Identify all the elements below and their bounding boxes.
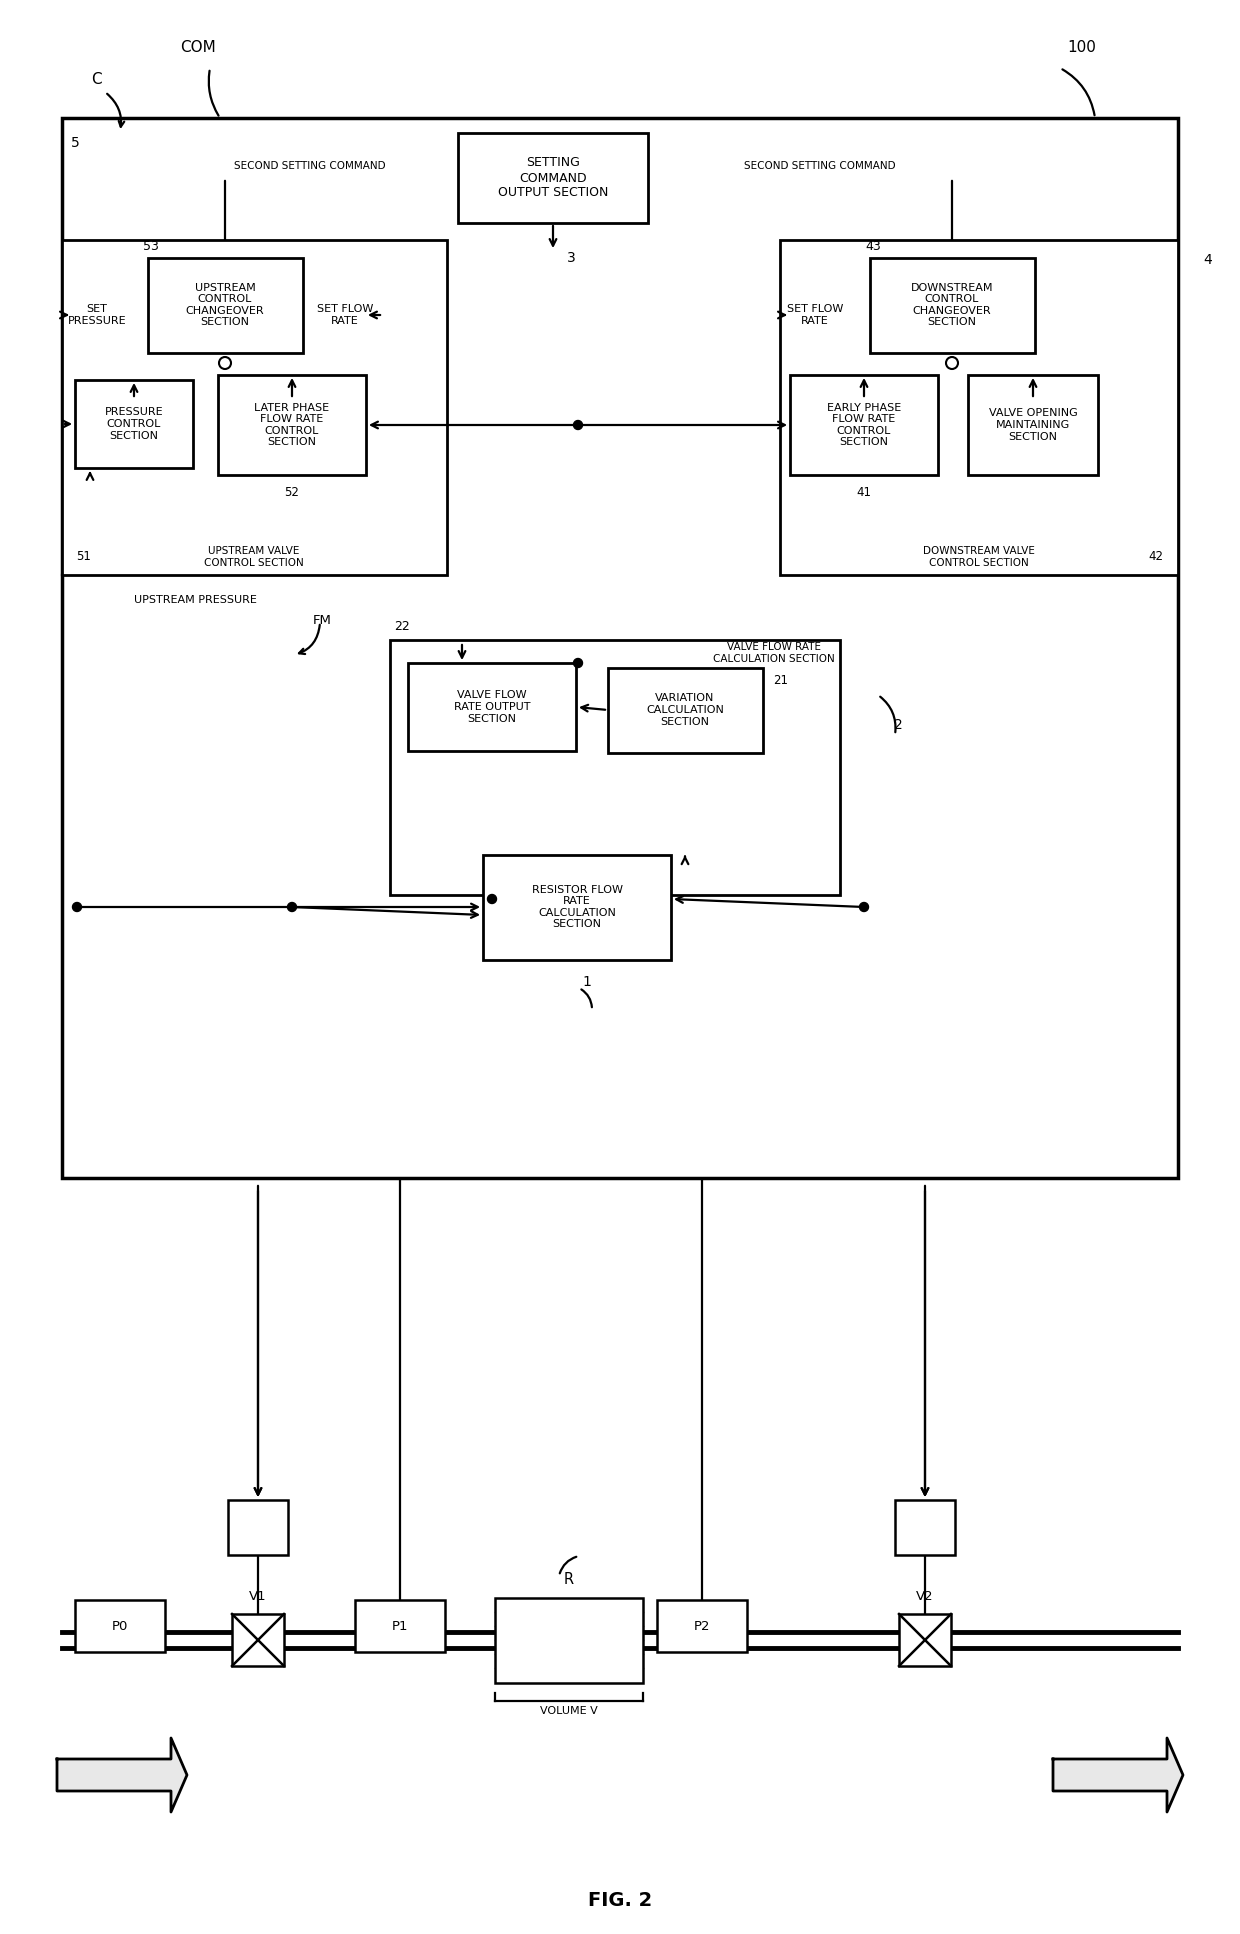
Text: 53: 53 — [143, 240, 159, 253]
Bar — [899, 1615, 951, 1665]
Text: 5: 5 — [71, 135, 79, 151]
Bar — [790, 375, 937, 476]
Bar — [968, 375, 1097, 476]
Bar — [870, 257, 1035, 354]
Text: FIG. 2: FIG. 2 — [588, 1891, 652, 1909]
Bar — [484, 855, 671, 959]
Bar — [148, 257, 303, 354]
Text: SET
PRESSURE: SET PRESSURE — [68, 304, 126, 325]
Text: 3: 3 — [567, 251, 575, 265]
Text: UPSTREAM
CONTROL
CHANGEOVER
SECTION: UPSTREAM CONTROL CHANGEOVER SECTION — [186, 282, 264, 327]
Text: 1: 1 — [583, 975, 591, 988]
Bar — [458, 133, 649, 222]
Bar — [74, 1599, 165, 1652]
Circle shape — [72, 903, 82, 911]
Text: VALVE FLOW RATE
CALCULATION SECTION: VALVE FLOW RATE CALCULATION SECTION — [713, 642, 835, 663]
Bar — [74, 379, 193, 468]
Bar — [391, 640, 839, 895]
Text: 2: 2 — [894, 718, 903, 731]
Circle shape — [573, 658, 583, 667]
Bar — [62, 118, 1178, 1178]
Circle shape — [288, 903, 296, 911]
Text: VARIATION
CALCULATION
SECTION: VARIATION CALCULATION SECTION — [646, 694, 724, 727]
Text: 21: 21 — [774, 673, 789, 687]
Text: C: C — [91, 72, 102, 87]
Text: 100: 100 — [1068, 41, 1096, 56]
Text: 43: 43 — [866, 240, 880, 253]
Text: 51: 51 — [77, 551, 92, 563]
Bar — [232, 1615, 284, 1665]
Text: SET FLOW
RATE: SET FLOW RATE — [787, 304, 843, 325]
Text: P2: P2 — [693, 1619, 711, 1632]
Text: SECOND SETTING COMMAND: SECOND SETTING COMMAND — [234, 161, 386, 170]
Polygon shape — [1053, 1739, 1183, 1812]
Text: VOLUME V: VOLUME V — [541, 1706, 598, 1715]
Bar — [355, 1599, 445, 1652]
Circle shape — [487, 895, 496, 903]
Text: V1: V1 — [249, 1590, 267, 1603]
Bar — [62, 240, 446, 574]
Bar — [218, 375, 366, 476]
Text: 4: 4 — [1204, 253, 1213, 267]
Text: VALVE FLOW
RATE OUTPUT
SECTION: VALVE FLOW RATE OUTPUT SECTION — [454, 690, 531, 723]
Polygon shape — [57, 1739, 187, 1812]
Bar — [408, 663, 577, 750]
Text: P1: P1 — [392, 1619, 408, 1632]
Text: UPSTREAM VALVE
CONTROL SECTION: UPSTREAM VALVE CONTROL SECTION — [205, 545, 304, 569]
Text: UPSTREAM PRESSURE: UPSTREAM PRESSURE — [134, 596, 257, 605]
Bar — [895, 1501, 955, 1555]
Text: FM: FM — [312, 613, 331, 627]
Text: LATER PHASE
FLOW RATE
CONTROL
SECTION: LATER PHASE FLOW RATE CONTROL SECTION — [254, 402, 330, 447]
Text: 41: 41 — [857, 487, 872, 499]
Text: 22: 22 — [394, 621, 410, 634]
Text: DOWNSTREAM
CONTROL
CHANGEOVER
SECTION: DOWNSTREAM CONTROL CHANGEOVER SECTION — [910, 282, 993, 327]
Circle shape — [859, 903, 868, 911]
Bar — [608, 667, 763, 752]
Bar — [780, 240, 1178, 574]
Bar — [495, 1597, 644, 1683]
Text: 42: 42 — [1148, 551, 1163, 563]
Text: EARLY PHASE
FLOW RATE
CONTROL
SECTION: EARLY PHASE FLOW RATE CONTROL SECTION — [827, 402, 901, 447]
Text: SETTING
COMMAND
OUTPUT SECTION: SETTING COMMAND OUTPUT SECTION — [497, 157, 608, 199]
Text: P0: P0 — [112, 1619, 128, 1632]
Text: R: R — [564, 1572, 574, 1588]
Bar — [657, 1599, 746, 1652]
Text: VALVE OPENING
MAINTAINING
SECTION: VALVE OPENING MAINTAINING SECTION — [988, 408, 1078, 441]
Text: RESISTOR FLOW
RATE
CALCULATION
SECTION: RESISTOR FLOW RATE CALCULATION SECTION — [532, 884, 622, 930]
Circle shape — [573, 420, 583, 429]
Text: PRESSURE
CONTROL
SECTION: PRESSURE CONTROL SECTION — [104, 408, 164, 441]
Text: V2: V2 — [916, 1590, 934, 1603]
Text: 52: 52 — [284, 487, 299, 499]
Text: SECOND SETTING COMMAND: SECOND SETTING COMMAND — [744, 161, 895, 170]
Text: SET FLOW
RATE: SET FLOW RATE — [316, 304, 373, 325]
Text: COM: COM — [180, 41, 216, 56]
Bar — [228, 1501, 288, 1555]
Text: DOWNSTREAM VALVE
CONTROL SECTION: DOWNSTREAM VALVE CONTROL SECTION — [923, 545, 1035, 569]
